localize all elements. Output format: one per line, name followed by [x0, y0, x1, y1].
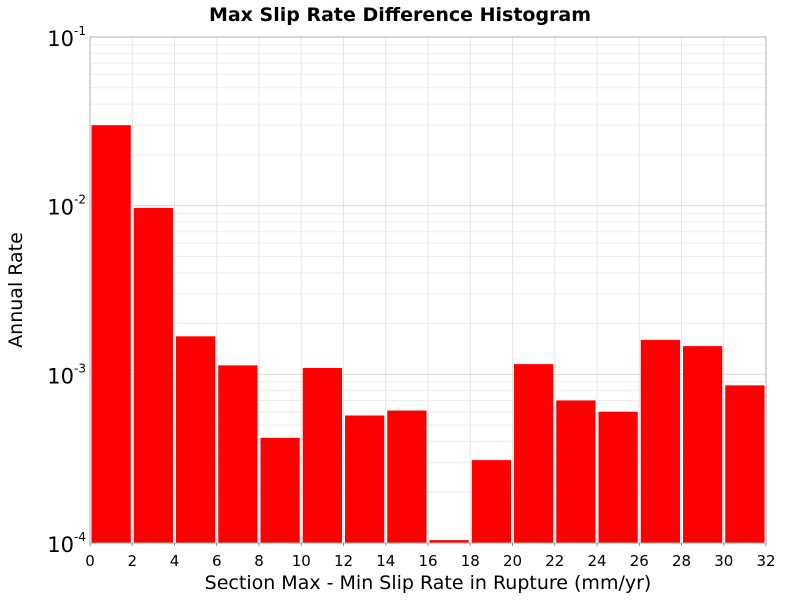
bar-series — [91, 125, 765, 544]
x-tick-label: 18 — [461, 552, 480, 570]
x-axis-ticks: 0 2 4 6 8 10 12 14 16 18 20 22 24 26 28 30 32 — [85, 543, 776, 570]
histogram-bar — [133, 207, 173, 543]
histogram-bar — [725, 385, 765, 543]
y-tick-label: 10-2 — [47, 193, 86, 220]
histogram-bar — [556, 400, 596, 543]
x-tick-label: 6 — [212, 552, 222, 570]
histogram-bar — [302, 368, 342, 543]
x-tick-label: 10 — [292, 552, 311, 570]
x-tick-label: 14 — [376, 552, 395, 570]
histogram-bar — [429, 540, 469, 543]
y-tick-label: 10-4 — [47, 530, 86, 557]
histogram-bar — [345, 415, 385, 543]
x-tick-label: 24 — [587, 552, 606, 570]
x-tick-label: 32 — [756, 552, 775, 570]
histogram-bar — [514, 364, 554, 543]
y-axis-ticks: 10-1 10-2 10-3 10-4 — [47, 24, 86, 557]
x-axis-label: Section Max - Min Slip Rate in Rupture (… — [205, 572, 652, 594]
x-tick-label: 2 — [127, 552, 137, 570]
x-tick-label: 28 — [672, 552, 691, 570]
histogram-bar — [683, 346, 723, 543]
histogram-bar — [260, 437, 300, 543]
histogram-bar — [598, 411, 638, 543]
y-axis-label: Annual Rate — [5, 232, 27, 348]
histogram-bar — [471, 460, 511, 543]
histogram-bar — [218, 365, 258, 543]
x-tick-label: 16 — [418, 552, 437, 570]
x-tick-label: 22 — [545, 552, 564, 570]
x-tick-label: 30 — [714, 552, 733, 570]
x-tick-label: 12 — [334, 552, 353, 570]
x-tick-label: 4 — [170, 552, 180, 570]
histogram-bar — [91, 125, 131, 544]
x-tick-label: 20 — [503, 552, 522, 570]
x-tick-label: 0 — [85, 552, 95, 570]
histogram-bar — [387, 410, 427, 543]
chart-title: Max Slip Rate Difference Histogram — [209, 4, 591, 26]
y-tick-label: 10-3 — [47, 361, 86, 388]
x-tick-label: 8 — [254, 552, 264, 570]
y-tick-label: 10-1 — [47, 24, 86, 51]
histogram-bar — [176, 336, 216, 543]
x-tick-label: 26 — [630, 552, 649, 570]
histogram-bar — [640, 339, 680, 543]
